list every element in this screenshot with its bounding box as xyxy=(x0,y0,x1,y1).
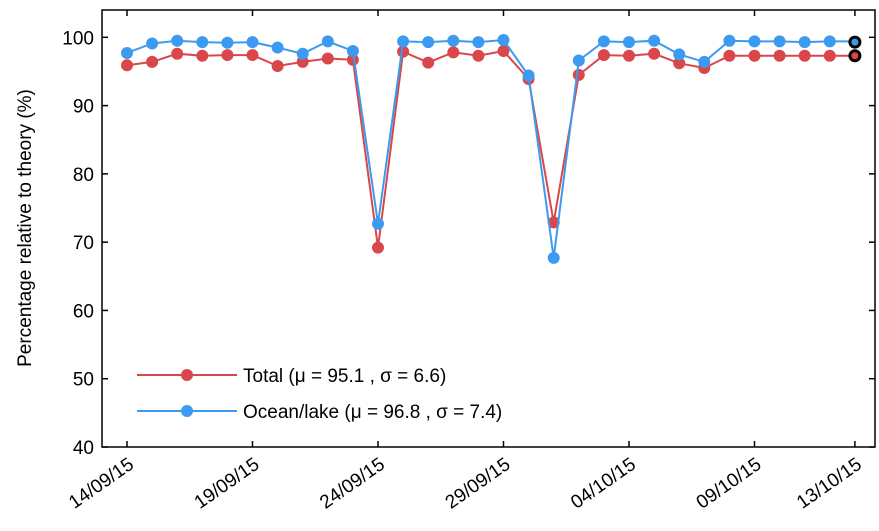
highlight-point xyxy=(848,35,862,49)
data-point xyxy=(422,56,435,69)
x-tick-label: 04/10/15 xyxy=(567,454,640,514)
data-point xyxy=(698,55,711,68)
data-point xyxy=(623,49,635,62)
data-point xyxy=(221,49,234,62)
data-point xyxy=(723,49,736,62)
data-point xyxy=(522,69,535,82)
data-point xyxy=(146,37,159,50)
data-point xyxy=(296,47,309,60)
data-point xyxy=(121,59,133,72)
data-point xyxy=(547,251,560,264)
data-point xyxy=(372,217,384,230)
data-point xyxy=(447,46,460,59)
data-point xyxy=(171,34,184,47)
series-1 xyxy=(121,34,855,264)
y-tick-label: 90 xyxy=(73,97,94,118)
data-point xyxy=(196,49,209,62)
data-point xyxy=(673,57,686,70)
y-tick-label: 100 xyxy=(62,28,94,49)
legend-marker xyxy=(181,369,193,381)
y-tick-label: 60 xyxy=(73,301,94,322)
data-point xyxy=(597,35,610,48)
data-point xyxy=(497,34,510,47)
data-point xyxy=(271,59,284,72)
data-point xyxy=(321,35,334,48)
data-point xyxy=(773,49,786,62)
data-point xyxy=(146,55,159,68)
data-point xyxy=(748,49,761,62)
data-point xyxy=(648,34,661,47)
data-point xyxy=(497,44,510,57)
y-tick-label: 40 xyxy=(73,438,94,459)
data-point xyxy=(121,47,133,60)
x-tick-label: 13/10/15 xyxy=(793,454,866,514)
y-tick-label: 80 xyxy=(73,165,94,186)
y-tick-label: 50 xyxy=(73,370,94,391)
highlight-point xyxy=(848,49,862,63)
data-point xyxy=(321,52,334,65)
data-point xyxy=(397,45,410,58)
data-point xyxy=(773,35,786,48)
legend-label: Ocean/lake (μ = 96.8 , σ = 7.4) xyxy=(243,402,502,423)
legend-marker xyxy=(181,405,193,417)
series-layer xyxy=(121,34,862,264)
data-point xyxy=(798,49,811,62)
data-point xyxy=(196,36,209,49)
data-point xyxy=(623,36,635,49)
data-point xyxy=(472,49,485,62)
y-axis-label: Percentage relative to theory (%) xyxy=(15,89,36,367)
data-point xyxy=(823,35,836,48)
data-point xyxy=(472,36,485,49)
data-point xyxy=(673,48,686,61)
data-point xyxy=(572,68,585,81)
series-0 xyxy=(121,44,855,254)
data-point xyxy=(171,47,184,60)
legend-label: Total (μ = 95.1 , σ = 6.6) xyxy=(243,366,446,387)
data-point xyxy=(346,53,359,66)
data-point xyxy=(246,36,259,49)
series-line xyxy=(126,49,855,248)
legend: Total (μ = 95.1 , σ = 6.6) Ocean/lake (μ … xyxy=(137,366,502,423)
x-tick-label: 29/09/15 xyxy=(442,454,515,514)
data-point xyxy=(597,49,610,62)
data-point xyxy=(798,36,811,49)
data-point xyxy=(572,54,585,67)
data-point xyxy=(422,36,435,49)
data-point xyxy=(723,34,736,47)
x-tick-label: 19/09/15 xyxy=(191,454,264,514)
data-point xyxy=(547,216,560,229)
series-line xyxy=(126,38,855,259)
data-point xyxy=(397,35,410,48)
data-point xyxy=(271,41,284,54)
x-tick-label: 09/10/15 xyxy=(693,454,766,514)
data-point xyxy=(246,49,259,62)
data-point xyxy=(648,47,661,60)
plot-frame xyxy=(101,9,876,448)
data-point xyxy=(823,49,836,62)
x-tick-label: 14/09/15 xyxy=(65,454,138,514)
data-point xyxy=(346,44,359,57)
axis-ticks: 40 50 60 70 80 90 100 14/09/15 19/09/15 24/09/15 2… xyxy=(62,10,875,514)
x-tick-label: 24/09/15 xyxy=(316,454,389,514)
data-point xyxy=(748,35,761,48)
data-point xyxy=(221,36,234,49)
data-point xyxy=(372,241,384,254)
y-tick-label: 70 xyxy=(73,233,94,254)
data-point xyxy=(447,34,460,47)
